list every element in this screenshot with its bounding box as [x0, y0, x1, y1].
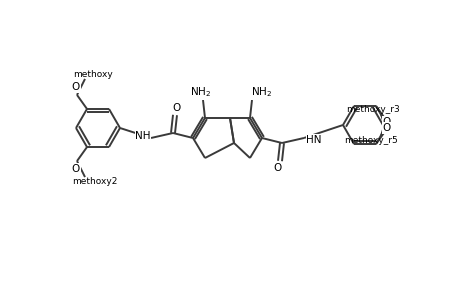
Text: NH: NH: [135, 131, 151, 141]
Text: O: O: [273, 163, 281, 173]
Text: O: O: [72, 82, 80, 92]
Text: NH$_2$: NH$_2$: [251, 85, 272, 99]
Text: O: O: [382, 117, 390, 127]
Text: O: O: [382, 123, 390, 133]
Text: HN: HN: [306, 135, 321, 145]
Text: methoxy2: methoxy2: [72, 177, 118, 186]
Text: O: O: [72, 164, 80, 174]
Text: methoxy: methoxy: [73, 70, 112, 80]
Text: O: O: [173, 103, 181, 113]
Text: methoxy_r5: methoxy_r5: [343, 136, 397, 146]
Text: NH$_2$: NH$_2$: [190, 85, 211, 99]
Text: methoxy_r3: methoxy_r3: [345, 105, 399, 114]
